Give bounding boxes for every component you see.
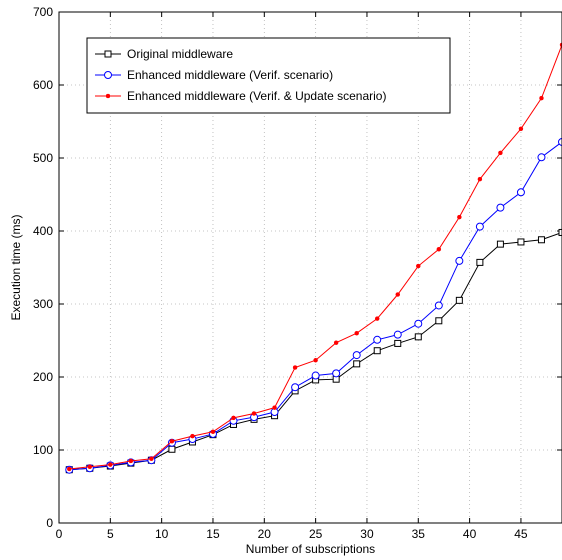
data-point — [516, 188, 525, 197]
legend-label: Original middleware — [127, 47, 233, 61]
data-point — [476, 258, 484, 266]
data-point — [416, 263, 421, 269]
data-point — [414, 319, 423, 328]
y-tick-label: 300 — [33, 297, 53, 311]
y-tick-label: 200 — [33, 370, 53, 384]
data-point — [352, 351, 361, 360]
plot-frame — [58, 11, 562, 524]
data-point — [231, 415, 236, 421]
data-point — [149, 456, 154, 462]
data-point — [333, 340, 339, 345]
data-point — [394, 339, 402, 347]
data-point — [374, 316, 380, 321]
y-tick-label: 400 — [33, 224, 53, 238]
data-point — [496, 203, 505, 212]
data-point — [354, 330, 359, 336]
data-point — [210, 429, 216, 434]
data-point — [539, 95, 544, 101]
data-point — [251, 411, 257, 416]
x-tick-label: 30 — [360, 527, 374, 541]
y-tick-label: 100 — [33, 443, 53, 457]
data-point — [537, 153, 546, 162]
legend-marker — [105, 93, 111, 99]
x-tick-label: 45 — [514, 527, 528, 541]
y-axis-label: Execution time (ms) — [9, 214, 23, 320]
data-point — [558, 228, 562, 236]
data-point — [353, 360, 361, 368]
data-point — [518, 126, 524, 132]
y-tick-label: 700 — [33, 5, 53, 19]
x-tick-label: 40 — [463, 527, 477, 541]
data-point — [128, 458, 134, 464]
series-2 — [65, 137, 562, 474]
data-point — [168, 445, 176, 453]
data-point — [373, 347, 381, 355]
data-point — [455, 296, 463, 304]
data-point — [67, 466, 72, 472]
legend: Original middleware Enhanced middleware (… — [86, 37, 451, 114]
legend-marker — [104, 50, 112, 58]
legend-marker — [104, 71, 112, 79]
x-axis-label: Number of subscriptions — [246, 542, 375, 556]
data-point — [434, 301, 443, 310]
data-point — [537, 236, 545, 244]
data-point — [457, 214, 462, 220]
data-point — [475, 222, 484, 231]
x-tick-label: 20 — [258, 527, 272, 541]
data-point — [395, 292, 401, 297]
x-tick-label: 35 — [412, 527, 426, 541]
y-tick-label: 0 — [46, 516, 53, 530]
data-point — [292, 365, 298, 370]
data-point — [393, 330, 402, 339]
y-tick-label: 600 — [33, 78, 53, 92]
data-point — [313, 357, 318, 363]
data-point — [435, 317, 443, 325]
axis-ticks: 0 5 10 15 20 25 30 35 40 45 0 100 200 300 400 500 600 700 — [33, 5, 562, 541]
data-point — [496, 240, 504, 248]
x-tick-label: 10 — [155, 527, 169, 541]
data-point — [272, 405, 277, 410]
data-point — [455, 256, 464, 265]
data-point — [436, 247, 442, 252]
x-tick-label: 25 — [309, 527, 323, 541]
x-tick-label: 0 — [56, 527, 63, 541]
data-point — [414, 333, 422, 341]
data-point — [311, 371, 320, 380]
data-point — [373, 335, 382, 344]
data-point — [108, 462, 113, 467]
data-point — [291, 383, 300, 392]
data-point — [169, 438, 175, 444]
data-point — [498, 150, 503, 156]
x-tick-label: 15 — [206, 527, 220, 541]
data-point — [517, 238, 525, 246]
legend-label: Enhanced middleware (Verif. scenario) — [127, 68, 333, 82]
series-1 — [65, 228, 562, 474]
y-tick-label: 500 — [33, 151, 53, 165]
data-point — [87, 464, 93, 470]
x-tick-label: 5 — [107, 527, 114, 541]
legend-label: Enhanced middleware (Verif. & Update sce… — [127, 89, 386, 103]
legend-box — [86, 37, 451, 114]
data-point — [558, 137, 562, 146]
data-point — [190, 433, 195, 439]
data-point — [477, 176, 483, 182]
data-point — [332, 369, 341, 378]
